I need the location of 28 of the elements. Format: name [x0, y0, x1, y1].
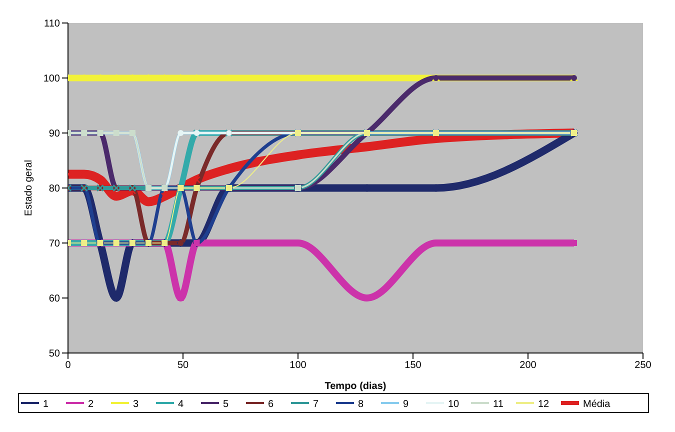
- legend-label: 8: [358, 399, 364, 410]
- x-axis-title: Tempo (dias): [324, 381, 386, 392]
- legend-label: Média: [583, 399, 611, 410]
- x-tick-label: 250: [634, 360, 652, 372]
- legend-label: 2: [88, 399, 94, 410]
- x-tick-label: 100: [290, 360, 307, 372]
- legend-label: 11: [493, 399, 504, 410]
- x-tick-label: 200: [520, 360, 537, 372]
- y-tick-label: 90: [48, 128, 60, 140]
- legend-label: 12: [538, 399, 550, 410]
- legend-label: 7: [313, 399, 319, 410]
- x-tick-label: 50: [177, 360, 189, 372]
- y-tick-label: 100: [43, 74, 60, 85]
- legend-label: 1: [43, 399, 49, 410]
- legend-label: 6: [268, 399, 274, 410]
- legend-label: 4: [178, 399, 184, 410]
- x-tick-label: 150: [404, 360, 422, 372]
- legend-label: 10: [448, 399, 460, 410]
- legend-label: 5: [223, 399, 229, 410]
- y-tick-label: 110: [44, 18, 60, 30]
- y-tick-label: 60: [48, 294, 60, 305]
- x-tick-label: 0: [65, 360, 72, 372]
- legend-label: 3: [133, 399, 139, 410]
- y-tick-label: 80: [48, 184, 60, 195]
- y-axis-title: Estado geral: [24, 160, 35, 216]
- y-tick-label: 70: [48, 238, 60, 250]
- legend-label: 9: [403, 399, 409, 410]
- y-tick-label: 50: [48, 348, 60, 360]
